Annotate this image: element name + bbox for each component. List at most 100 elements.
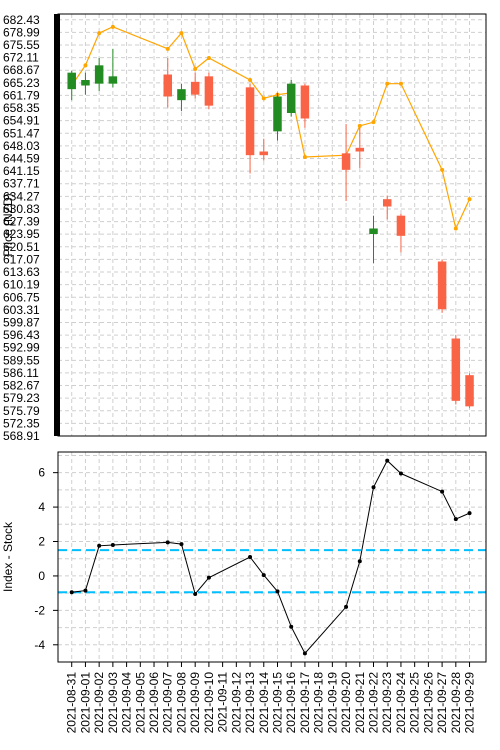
date-tick-label: 2021-09-25 xyxy=(408,672,422,734)
price-y-tick-label: 672.11 xyxy=(3,51,39,65)
candle-body xyxy=(81,80,90,86)
price-y-tick-label: 644.59 xyxy=(3,152,40,166)
price-y-tick-label: 641.15 xyxy=(3,164,40,178)
overlay-point xyxy=(398,81,403,86)
overlay-point xyxy=(110,24,115,29)
date-tick-label: 2021-09-18 xyxy=(312,672,326,734)
index-point xyxy=(83,588,88,593)
candle-body xyxy=(94,65,104,84)
price-y-tick-label: 613.63 xyxy=(3,265,40,279)
price-y-tick-label: 599.87 xyxy=(3,315,40,329)
index-point xyxy=(289,624,294,629)
date-tick-label: 2021-09-08 xyxy=(174,672,188,734)
price-y-tick-label: 610.19 xyxy=(3,278,40,292)
index-point xyxy=(179,542,184,547)
candle-body xyxy=(190,81,200,95)
date-tick-label: 2021-09-16 xyxy=(284,672,298,734)
price-y-tick-label: 575.79 xyxy=(3,404,40,418)
price-y-tick-label: 627.39 xyxy=(3,215,40,229)
index-grid xyxy=(58,452,486,663)
price-y-tick-label: 634.27 xyxy=(3,189,40,203)
price-y-tick-label: 651.47 xyxy=(3,126,40,140)
candle-body xyxy=(259,151,269,156)
overlay-point xyxy=(193,67,198,72)
date-tick-label: 2021-09-14 xyxy=(257,672,271,734)
index-y-tick-label: 4 xyxy=(38,500,45,514)
index-y-ticks: -4 -2 0 2 4 6 xyxy=(34,466,58,652)
date-tick-label: 2021-09-19 xyxy=(325,672,339,734)
index-y-tick-label: -4 xyxy=(34,638,45,652)
overlay-point xyxy=(385,81,390,86)
date-x-ticks: 2021-08-31 2021-09-01 2021-09-02 2021-09-03… xyxy=(65,662,477,733)
index-point xyxy=(165,540,170,545)
date-tick-label: 2021-09-07 xyxy=(161,672,175,734)
candle-body xyxy=(355,147,365,152)
index-point xyxy=(248,555,253,559)
date-tick-label: 2021-09-03 xyxy=(106,672,120,734)
candle-body xyxy=(300,85,310,119)
date-tick-label: 2021-09-23 xyxy=(380,672,394,734)
date-tick-label: 2021-09-27 xyxy=(435,672,449,734)
price-y-tick-label: 654.91 xyxy=(3,114,40,128)
index-point xyxy=(398,471,403,476)
index-y-tick-label: 2 xyxy=(38,535,45,549)
date-tick-label: 2021-09-01 xyxy=(78,672,92,734)
price-y-tick-label: 637.71 xyxy=(3,177,40,191)
date-tick-label: 2021-09-11 xyxy=(216,672,230,733)
index-point xyxy=(206,575,211,580)
date-tick-label: 2021-09-04 xyxy=(120,672,134,734)
date-tick-label: 2021-09-28 xyxy=(449,672,463,734)
index-y-axis-label: Index - Stock xyxy=(1,521,15,592)
date-tick-label: 2021-08-31 xyxy=(65,672,79,734)
price-y-tick-label: 678.99 xyxy=(3,25,40,39)
candle-body xyxy=(108,76,118,84)
index-point xyxy=(467,511,472,516)
candle-body xyxy=(369,228,378,235)
overlay-point xyxy=(165,46,170,51)
overlay-point xyxy=(97,31,102,36)
price-y-tick-label: 572.35 xyxy=(3,416,40,430)
price-y-tick-label: 665.23 xyxy=(3,76,40,90)
candle-body xyxy=(204,76,214,106)
overlay-point xyxy=(206,56,211,61)
price-y-tick-label: 603.31 xyxy=(3,303,40,317)
overlay-point xyxy=(357,123,362,128)
index-point xyxy=(193,592,198,597)
date-tick-label: 2021-09-02 xyxy=(92,672,106,734)
price-y-tick-label: 675.55 xyxy=(3,38,40,52)
date-tick-label: 2021-09-10 xyxy=(202,672,216,734)
price-y-axis-label: Price (NZD) xyxy=(1,193,15,256)
overlay-point xyxy=(179,31,184,36)
index-threshold-lines xyxy=(58,549,486,594)
candle-body xyxy=(163,74,172,97)
index-line-series xyxy=(69,458,472,656)
candle-body xyxy=(396,215,406,236)
index-y-tick-label: 0 xyxy=(38,569,45,583)
index-point xyxy=(302,651,307,656)
candle-body xyxy=(286,83,296,114)
price-y-tick-label: 620.51 xyxy=(3,240,40,254)
price-y-tick-label: 568.91 xyxy=(3,429,40,443)
index-y-tick-label: 6 xyxy=(38,466,45,480)
date-tick-label: 2021-09-20 xyxy=(339,672,353,734)
date-tick-label: 2021-09-21 xyxy=(353,672,367,734)
candle-body xyxy=(245,87,255,156)
price-y-tick-label: 668.67 xyxy=(3,63,40,77)
date-tick-label: 2021-09-17 xyxy=(298,672,312,734)
price-y-tick-label: 682.43 xyxy=(3,13,40,27)
price-y-ticks: 682.43678.99675.55672.11668.67665.23661.… xyxy=(3,13,40,443)
overlay-point xyxy=(302,155,307,160)
price-y-tick-label: 592.99 xyxy=(3,341,40,355)
price-y-tick-label: 623.95 xyxy=(3,227,40,241)
candle-body xyxy=(67,72,76,90)
overlay-point xyxy=(261,96,266,101)
date-tick-label: 2021-09-22 xyxy=(367,672,381,734)
index-point xyxy=(385,458,390,463)
overlay-point xyxy=(83,63,88,68)
date-tick-label: 2021-09-26 xyxy=(421,672,435,734)
price-y-tick-label: 606.75 xyxy=(3,290,40,304)
date-tick-label: 2021-09-09 xyxy=(188,672,202,734)
price-y-tick-label: 579.23 xyxy=(3,391,40,405)
